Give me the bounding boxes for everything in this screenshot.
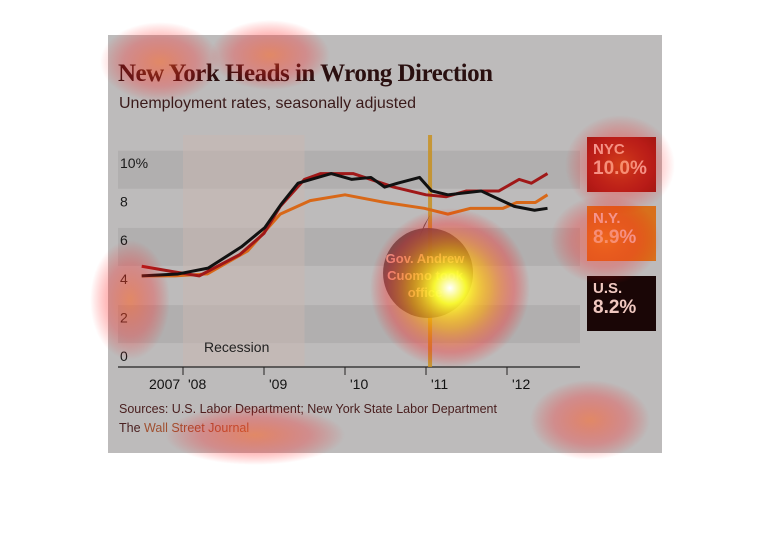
y-tick-label: 6 [120,232,128,248]
x-tick-label: '08 [188,376,206,392]
legend-value: 10.0% [593,158,647,179]
credit-prefix: The [119,421,141,435]
legend-label: NYC [593,141,625,158]
credit-brand: Wall Street Journal [144,421,250,435]
annotation-text: Gov. Andrew [386,251,466,266]
y-tick-label: 10% [120,155,148,171]
y-tick-label: 0 [120,348,128,364]
series-line-nyc [141,172,549,278]
legend-value: 8.9% [593,227,637,248]
legend-nyc: NYC 10.0% [587,137,656,192]
x-tick-label: '12 [512,376,530,392]
sources-note: Sources: U.S. Labor Department; New York… [119,402,497,416]
series-line-us [141,172,548,278]
x-tick-label: '10 [350,376,368,392]
legend-label: U.S. [593,280,623,297]
y-tick-label: 4 [120,271,128,287]
annotation-text: office [408,285,443,300]
legend-label: N.Y. [593,210,621,227]
recession-label: Recession [204,339,269,355]
x-tick-label: '09 [269,376,287,392]
legend-us: U.S. 8.2% [587,276,656,331]
legend-ny: N.Y. 8.9% [587,206,656,261]
legend-value: 8.2% [593,297,637,318]
y-tick-label: 2 [120,309,128,325]
x-tick-label: '11 [431,376,448,392]
x-tick-label: 2007 [149,376,180,392]
credit: The Wall Street Journal [119,421,249,435]
annotation-text: Cuomo took [387,268,464,283]
y-tick-label: 8 [120,194,128,210]
